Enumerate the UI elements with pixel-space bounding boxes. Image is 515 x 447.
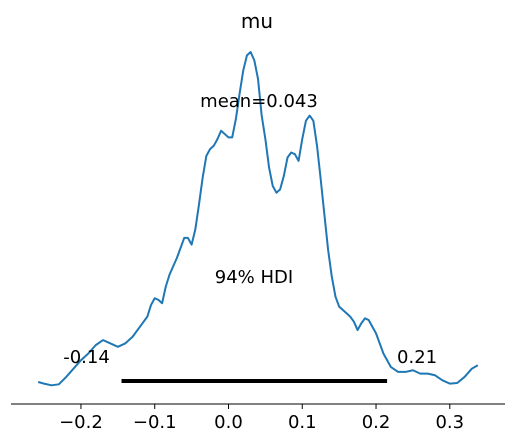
x-axis-ticks: −0.2 −0.1 0.0 0.1 0.2 0.3 (59, 404, 464, 433)
hdi-lower-label: -0.14 (63, 347, 110, 368)
x-tick-label: 0.2 (362, 412, 391, 433)
density-curve-layer (37, 51, 479, 387)
x-tick-label: −0.2 (59, 412, 103, 433)
x-tick-label: 0.1 (288, 412, 317, 433)
chart-title: mu (241, 9, 273, 33)
hdi-upper-label: 0.21 (397, 347, 437, 368)
mean-annotation: mean=0.043 (200, 91, 318, 112)
x-tick-label: 0.3 (435, 412, 464, 433)
density-curve-0 (37, 51, 479, 387)
hdi-annotation: 94% HDI (215, 267, 293, 288)
x-tick-label: 0.0 (214, 412, 243, 433)
x-tick-label: −0.1 (133, 412, 177, 433)
